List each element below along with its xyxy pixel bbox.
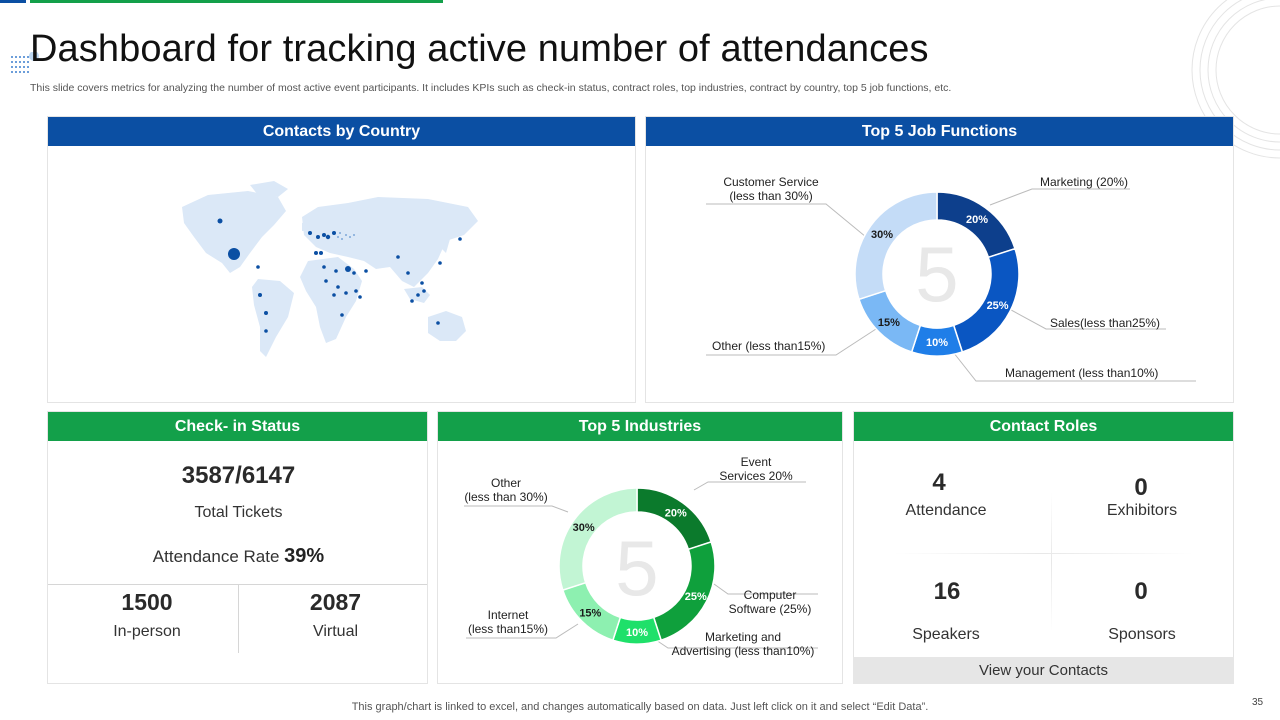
footer-note: This graph/chart is linked to excel, and… bbox=[351, 701, 929, 713]
job-value-label: 30% bbox=[871, 229, 893, 241]
role-speakers-value: 16 bbox=[933, 578, 961, 605]
role-exhibitors-value: 0 bbox=[1134, 474, 1148, 501]
inperson-label: In-person bbox=[113, 623, 181, 640]
virtual-value: 2087 bbox=[309, 589, 362, 615]
contacts-by-country-panel: Contacts by Country bbox=[47, 116, 636, 403]
checkin-status-panel: Check- in Status 3587/6147 Total Tickets… bbox=[47, 411, 428, 684]
job-slice-customer-service[interactable] bbox=[854, 191, 938, 301]
industry-label-event: Event Services 20% bbox=[719, 455, 793, 483]
total-tickets-value: 3587/6147 bbox=[181, 462, 296, 489]
checkin-status-title: Check- in Status bbox=[48, 412, 427, 441]
industries-title: Top 5 Industries bbox=[438, 412, 842, 441]
industries-donut[interactable]: 20% 25% 10% 15% 30% 5 bbox=[556, 485, 718, 647]
job-label-customer: Customer Service (less than 30%) bbox=[723, 175, 819, 203]
industry-label-marketing: Marketing and Advertising (less than10%) bbox=[671, 630, 815, 658]
job-functions-donut[interactable]: 20% 25% 10% 15% 30% 5 bbox=[852, 189, 1022, 359]
role-attendance-label: Attendance bbox=[905, 502, 987, 519]
job-functions-title: Top 5 Job Functions bbox=[646, 117, 1233, 146]
attendance-rate: Attendance Rate 39% bbox=[48, 545, 429, 568]
job-value-label: 15% bbox=[878, 317, 900, 329]
job-label-management: Management (less than10%) bbox=[1005, 366, 1159, 380]
role-speakers-label: Speakers bbox=[912, 626, 980, 643]
top-accent-blue bbox=[0, 0, 26, 3]
industry-value-label: 30% bbox=[573, 522, 595, 534]
industry-slice-other[interactable] bbox=[558, 487, 638, 592]
industry-value-label: 25% bbox=[685, 591, 707, 603]
page-number: 35 bbox=[1252, 697, 1264, 708]
top-accent-green bbox=[30, 0, 443, 3]
decorative-rings bbox=[1191, 0, 1280, 159]
role-attendance-value: 4 bbox=[932, 469, 946, 496]
page-subtitle: This slide covers metrics for analyzing … bbox=[30, 82, 952, 94]
attendance-rate-label: Attendance Rate bbox=[152, 547, 280, 566]
job-functions-leader-lines bbox=[706, 188, 1196, 382]
roles-divider-vertical bbox=[1051, 492, 1052, 632]
job-value-label: 20% bbox=[966, 214, 988, 226]
industries-panel: Top 5 Industries 20% 25% 10% 15% 30% 5 Event… bbox=[437, 411, 843, 684]
view-contacts-button[interactable]: View your Contacts bbox=[853, 657, 1234, 684]
industry-label-software: Computer Software (25%) bbox=[728, 588, 812, 616]
job-functions-panel: Top 5 Job Functions 20% 25% 10% 15% 30% 5 Cu… bbox=[645, 116, 1234, 403]
industry-label-other: Other (less than 30%) bbox=[464, 476, 548, 504]
contact-roles-panel: Contact Roles 4 Attendance 0 Exhibitors … bbox=[853, 411, 1234, 657]
industry-value-label: 10% bbox=[626, 627, 648, 639]
industry-label-internet: Internet (less than15%) bbox=[467, 608, 549, 636]
total-tickets-label: Total Tickets bbox=[194, 504, 283, 521]
industry-value-label: 15% bbox=[579, 608, 601, 620]
checkin-divider-horizontal bbox=[48, 584, 427, 585]
job-label-other: Other (less than15%) bbox=[712, 339, 826, 353]
contacts-by-country-title: Contacts by Country bbox=[48, 117, 635, 146]
inperson-value: 1500 bbox=[121, 589, 173, 615]
contact-roles-title: Contact Roles bbox=[854, 412, 1233, 441]
attendance-rate-value: 39% bbox=[284, 545, 325, 567]
job-label-marketing: Marketing (20%) bbox=[1040, 175, 1129, 189]
world-map[interactable] bbox=[178, 177, 488, 382]
virtual-label: Virtual bbox=[312, 623, 359, 640]
checkin-divider-vertical bbox=[238, 585, 239, 653]
job-value-label: 10% bbox=[926, 337, 948, 349]
role-sponsors-label: Sponsors bbox=[1108, 626, 1176, 643]
role-sponsors-value: 0 bbox=[1134, 578, 1148, 605]
roles-divider-horizontal bbox=[894, 553, 1194, 554]
role-exhibitors-label: Exhibitors bbox=[1106, 502, 1178, 519]
decorative-dots bbox=[11, 52, 39, 73]
industry-value-label: 20% bbox=[665, 508, 687, 520]
job-value-label: 25% bbox=[987, 300, 1009, 312]
ind-donut-center-text: 5 bbox=[615, 524, 658, 612]
job-label-sales: Sales(less than25%) bbox=[1050, 316, 1161, 330]
job-donut-center-text: 5 bbox=[915, 230, 958, 318]
page-title: Dashboard for tracking active number of … bbox=[30, 28, 929, 70]
